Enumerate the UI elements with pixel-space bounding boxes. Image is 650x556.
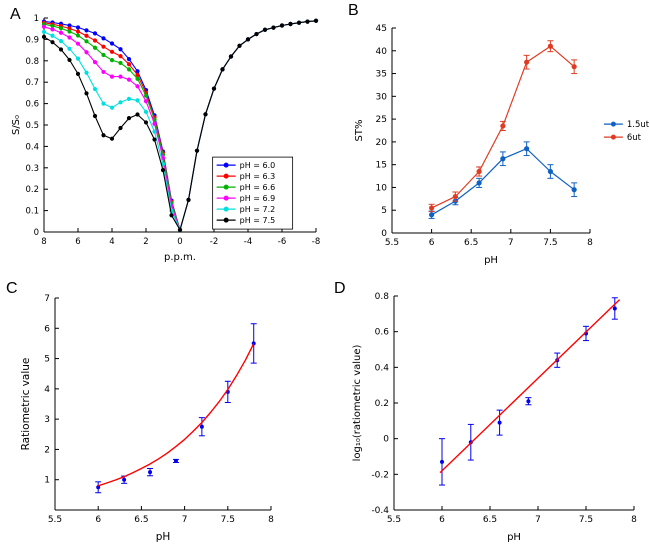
svg-text:Ratiometric value: Ratiometric value	[20, 358, 32, 451]
svg-text:6: 6	[439, 515, 445, 525]
svg-text:-0.4: -0.4	[371, 506, 389, 516]
svg-text:25: 25	[376, 115, 387, 125]
svg-text:7.5: 7.5	[543, 238, 557, 248]
svg-text:7: 7	[182, 515, 188, 525]
svg-text:5: 5	[44, 355, 50, 365]
svg-text:2: 2	[143, 237, 148, 247]
svg-text:0.2: 0.2	[25, 185, 39, 195]
svg-text:ST%: ST%	[354, 120, 365, 142]
svg-text:6.5: 6.5	[483, 515, 497, 525]
svg-text:1: 1	[44, 476, 50, 486]
svg-text:pH = 7.2: pH = 7.2	[240, 205, 276, 214]
svg-text:pH: pH	[507, 532, 521, 543]
svg-text:2: 2	[44, 445, 50, 455]
svg-text:8: 8	[587, 238, 593, 248]
panel-d-label: D	[334, 280, 346, 297]
svg-text:0: 0	[381, 229, 387, 239]
svg-text:45: 45	[376, 24, 387, 34]
svg-text:pH: pH	[484, 255, 498, 266]
panel-b-label: B	[348, 2, 359, 19]
svg-text:-4: -4	[244, 237, 252, 247]
svg-text:7: 7	[44, 294, 50, 304]
svg-text:5.5: 5.5	[387, 515, 401, 525]
svg-text:pH = 6.9: pH = 6.9	[240, 194, 276, 203]
svg-text:0.4: 0.4	[25, 142, 39, 152]
svg-text:6: 6	[95, 515, 101, 525]
svg-text:7: 7	[535, 515, 541, 525]
svg-text:-8: -8	[312, 237, 320, 247]
svg-text:0: 0	[383, 435, 389, 445]
svg-text:0: 0	[177, 237, 182, 247]
panel-b-st-percent-chart: 5.5 6 6.5 7 7.5 8 0 5 10 15 20 25 30 35 40 45 pH ST% 1.5ut…	[354, 24, 650, 266]
svg-text:0.8: 0.8	[375, 292, 390, 302]
svg-text:6: 6	[75, 237, 80, 247]
svg-text:35: 35	[376, 70, 387, 80]
svg-text:-6: -6	[278, 237, 286, 247]
svg-text:0: 0	[34, 228, 39, 238]
svg-text:6: 6	[429, 238, 435, 248]
svg-text:pH = 6.6: pH = 6.6	[240, 183, 276, 192]
svg-text:0.6: 0.6	[25, 100, 39, 110]
svg-text:5.5: 5.5	[48, 515, 62, 525]
svg-text:pH = 7.5: pH = 7.5	[240, 216, 276, 225]
svg-text:3: 3	[44, 415, 50, 425]
panel-a-label: A	[10, 6, 21, 23]
svg-text:p.p.m.: p.p.m.	[164, 252, 196, 263]
svg-text:pH = 6.0: pH = 6.0	[240, 161, 276, 170]
svg-text:15: 15	[376, 161, 387, 171]
svg-text:6.5: 6.5	[134, 515, 148, 525]
svg-text:8: 8	[631, 515, 637, 525]
svg-text:20: 20	[376, 138, 388, 148]
svg-text:S/S₀: S/S₀	[11, 115, 22, 135]
svg-text:0.5: 0.5	[25, 121, 39, 131]
panel-c-ratiometric-chart: 5.5 6 6.5 7 7.5 8 1 2 3 4 5 6 7 pH Ratiometric value	[20, 294, 274, 543]
svg-text:4: 4	[109, 237, 114, 247]
svg-text:30: 30	[376, 92, 388, 102]
svg-text:6.5: 6.5	[464, 238, 478, 248]
svg-text:8: 8	[268, 515, 274, 525]
svg-text:7.5: 7.5	[221, 515, 235, 525]
svg-text:40: 40	[376, 47, 388, 57]
svg-text:6ut: 6ut	[627, 133, 642, 143]
svg-text:-0.2: -0.2	[371, 470, 389, 480]
svg-text:log₁₀(ratiometric value): log₁₀(ratiometric value)	[352, 344, 363, 461]
svg-text:1.5ut: 1.5ut	[627, 120, 650, 130]
svg-text:pH: pH	[156, 531, 171, 543]
svg-text:0.3: 0.3	[25, 164, 39, 174]
svg-text:pH = 6.3: pH = 6.3	[240, 172, 276, 181]
svg-text:7.5: 7.5	[579, 515, 593, 525]
svg-text:5: 5	[381, 206, 387, 216]
svg-text:1: 1	[34, 14, 39, 24]
svg-text:0.9: 0.9	[25, 35, 39, 45]
svg-text:0.1: 0.1	[25, 207, 39, 217]
svg-text:0.8: 0.8	[25, 57, 39, 67]
svg-text:0.6: 0.6	[375, 328, 390, 338]
panel-a-z-spectra-chart: 8 6 4 2 0 -2 -4 -6 -8 0 0.1 0.2 0.3 0.4 0.5 0.6 0.7 0.8 0.…	[11, 14, 320, 263]
svg-text:8: 8	[41, 237, 46, 247]
panel-d-log-ratiometric-chart: 5.5 6 6.5 7 7.5 8 -0.4 -0.2 0 0.2 0.4 0.6 0.8 pH log₁₀…	[352, 292, 637, 543]
svg-text:0.4: 0.4	[375, 363, 390, 373]
svg-text:0.7: 0.7	[25, 78, 39, 88]
svg-text:6: 6	[44, 324, 50, 334]
svg-text:10: 10	[376, 183, 388, 193]
svg-text:4: 4	[44, 385, 50, 395]
panel-c-label: C	[6, 280, 18, 297]
svg-text:7: 7	[508, 238, 514, 248]
svg-text:5.5: 5.5	[385, 238, 399, 248]
svg-text:0.2: 0.2	[375, 399, 389, 409]
svg-text:-2: -2	[210, 237, 218, 247]
